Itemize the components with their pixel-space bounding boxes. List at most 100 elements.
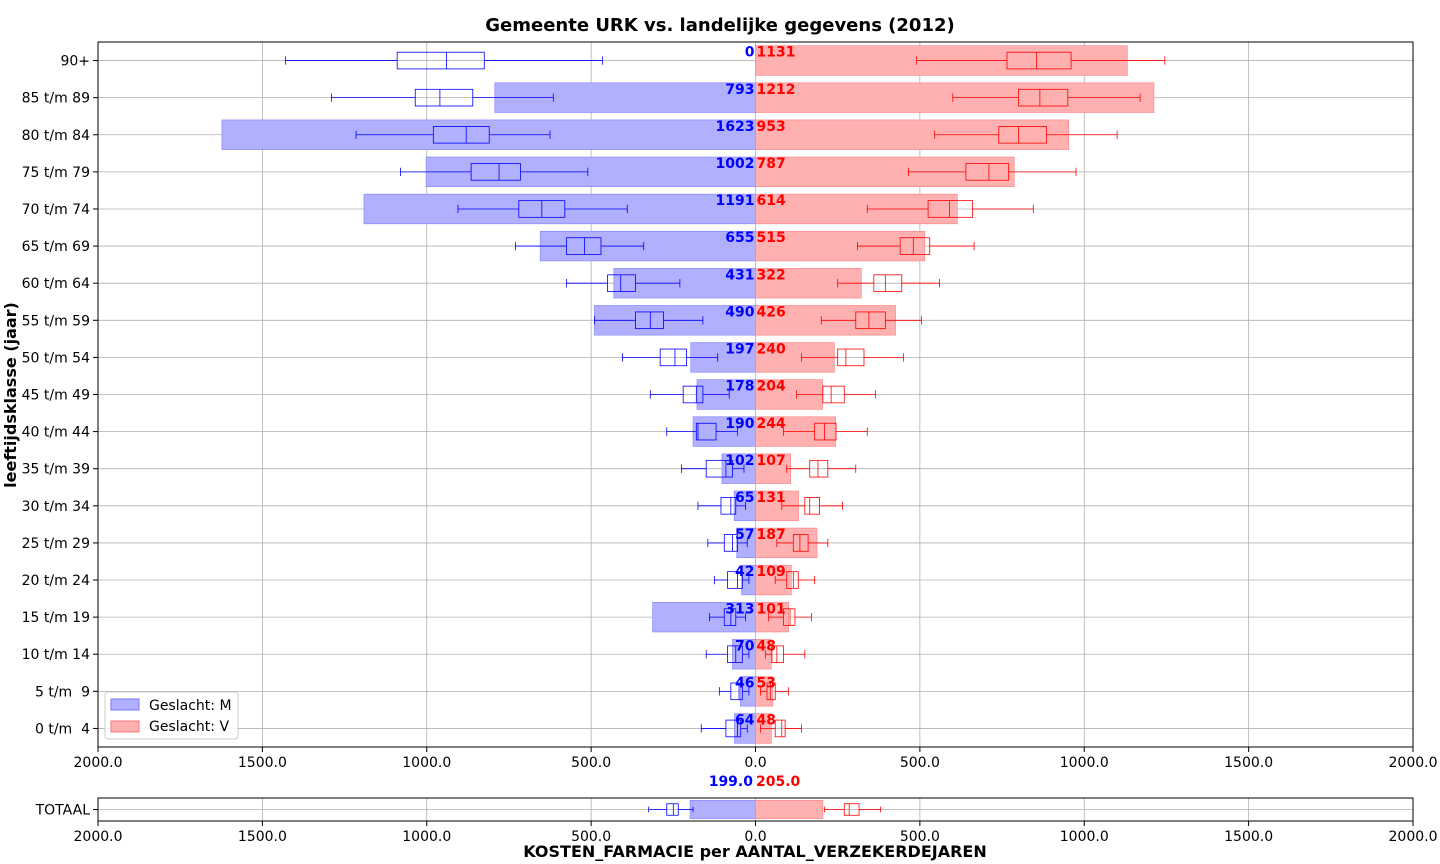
boxplot-m-0 <box>700 719 748 738</box>
main-boxplots <box>284 51 1166 738</box>
value-label-v-5: 187 <box>757 527 786 543</box>
boxplot-m-9 <box>649 385 730 404</box>
total-x-ticks: 2000.0 1500.0 1000.0 500.0 0.0 500.0 1000.0 150… <box>74 821 1438 845</box>
boxplot-m-1-box <box>730 682 743 701</box>
chart-title: Gemeente URK vs. landelijke gegevens (20… <box>485 15 954 36</box>
boxplot-m-7-box <box>705 459 733 478</box>
boxplot-v-3-box <box>783 608 796 626</box>
main-xtick-label-7: 1500.0 <box>1224 755 1273 771</box>
value-label-v-3: 101 <box>757 601 786 617</box>
value-label-m-6: 65 <box>735 490 754 506</box>
boxplot-m-16-box <box>432 126 490 144</box>
value-label-m-3: 313 <box>725 601 754 617</box>
legend-label-m: Geslacht: M <box>149 698 232 714</box>
boxplot-v-14 <box>866 200 1034 218</box>
boxplot-m-11-box <box>635 311 664 330</box>
total-xtick-label-2: 1000.0 <box>402 829 451 845</box>
boxplot-v-5-box <box>792 534 809 552</box>
total-bar-v <box>755 799 824 819</box>
total-xtick-label-4: 0.0 <box>744 829 766 845</box>
boxplot-m-10-box <box>659 348 687 367</box>
value-label-m-14: 1191 <box>716 193 755 209</box>
value-label-v-15: 787 <box>757 156 786 172</box>
main-ytick-label-9: 45 t/m 49 <box>22 388 90 404</box>
boxplot-m-11 <box>594 311 704 330</box>
value-label-v-9: 204 <box>757 379 786 395</box>
boxplot-v-15-box <box>965 163 1010 181</box>
total-xtick-label-6: 1000.0 <box>1060 829 1109 845</box>
boxplot-m-14 <box>457 200 628 218</box>
value-label-m-8: 190 <box>725 416 754 432</box>
main-ytick-label-6: 30 t/m 34 <box>22 499 90 515</box>
main-xtick-label-4: 0.0 <box>744 755 766 771</box>
boxplot-m-8-box <box>695 422 717 441</box>
value-label-v-4: 109 <box>757 564 786 580</box>
boxplot-v-18-box <box>1006 51 1072 70</box>
boxplot-m-1 <box>718 682 750 701</box>
value-label-m-10: 197 <box>725 342 754 358</box>
boxplot-m-0-box <box>725 719 742 738</box>
boxplot-m-10 <box>621 348 719 367</box>
bar-v-15 <box>755 156 1015 188</box>
boxplot-m-8 <box>666 422 738 441</box>
total-xtick-label-5: 500.0 <box>900 829 940 845</box>
boxplot-v-1-box <box>766 682 776 701</box>
boxplot-v-16 <box>934 126 1118 144</box>
boxplot-m-5-box <box>723 534 738 552</box>
boxplot-v-6 <box>781 497 844 515</box>
boxplot-m-2 <box>705 645 750 663</box>
boxplot-m-18-box <box>396 51 485 70</box>
boxplot-m-5 <box>707 534 748 552</box>
total-boxplot-m-box <box>666 803 679 816</box>
total-xtick-label-3: 500.0 <box>571 829 611 845</box>
boxplot-v-2 <box>764 645 806 663</box>
total-value-label-m: 199.0 <box>709 774 754 790</box>
boxplot-v-1 <box>760 682 789 701</box>
bar-v-10 <box>755 342 835 373</box>
total-value-label-v: 205.0 <box>756 774 801 790</box>
main-ytick-label-18: 90+ <box>60 54 90 70</box>
value-label-m-7: 102 <box>725 453 754 469</box>
boxplot-v-10 <box>801 348 904 367</box>
value-label-m-0: 64 <box>735 713 755 729</box>
main-ytick-label-16: 80 t/m 84 <box>22 128 90 144</box>
boxplot-v-18 <box>916 51 1166 70</box>
value-label-m-17: 793 <box>725 82 754 98</box>
value-label-m-18: 0 <box>745 45 755 61</box>
total-bar-m <box>689 799 756 819</box>
boxplot-m-2-box <box>727 645 743 663</box>
main-xtick-label-0: 2000.0 <box>74 755 123 771</box>
value-label-m-16: 1623 <box>716 119 755 135</box>
main-x-ticks: 2000.0 1500.0 1000.0 500.0 0.0 500.0 1000.0 150… <box>74 747 1438 771</box>
value-label-v-6: 131 <box>757 490 786 506</box>
boxplot-v-17 <box>952 88 1141 107</box>
legend-swatch-m <box>110 698 140 711</box>
boxplot-v-10-box <box>837 348 865 367</box>
main-ytick-label-14: 70 t/m 74 <box>22 202 90 218</box>
main-xtick-label-5: 500.0 <box>900 755 940 771</box>
boxplot-v-6-box <box>804 497 821 515</box>
main-ytick-label-2: 10 t/m 14 <box>22 647 90 663</box>
boxplot-v-2-box <box>771 645 784 663</box>
total-boxplot-v <box>824 803 881 816</box>
total-plot: TOTAAL 2000.0 1500.0 1000.0 500.0 0.0 500.0 10… <box>35 774 1438 845</box>
bar-m-16 <box>221 119 756 150</box>
boxplot-m-4 <box>714 571 750 589</box>
boxplot-m-13-box <box>566 237 602 255</box>
value-label-v-7: 107 <box>757 453 786 469</box>
main-ytick-label-5: 25 t/m 29 <box>22 536 90 552</box>
boxplot-v-16-box <box>998 126 1047 144</box>
main-ytick-label-1: 5 t/m 9 <box>35 684 90 700</box>
main-xtick-label-2: 1000.0 <box>402 755 451 771</box>
value-label-m-9: 178 <box>725 379 754 395</box>
boxplot-m-13 <box>515 237 645 255</box>
value-label-v-13: 515 <box>757 230 786 246</box>
value-label-m-11: 490 <box>725 304 754 320</box>
boxplot-m-16 <box>355 126 551 144</box>
value-label-v-1: 53 <box>757 676 776 692</box>
boxplot-m-17-box <box>414 88 474 107</box>
boxplot-m-9-box <box>682 385 704 404</box>
